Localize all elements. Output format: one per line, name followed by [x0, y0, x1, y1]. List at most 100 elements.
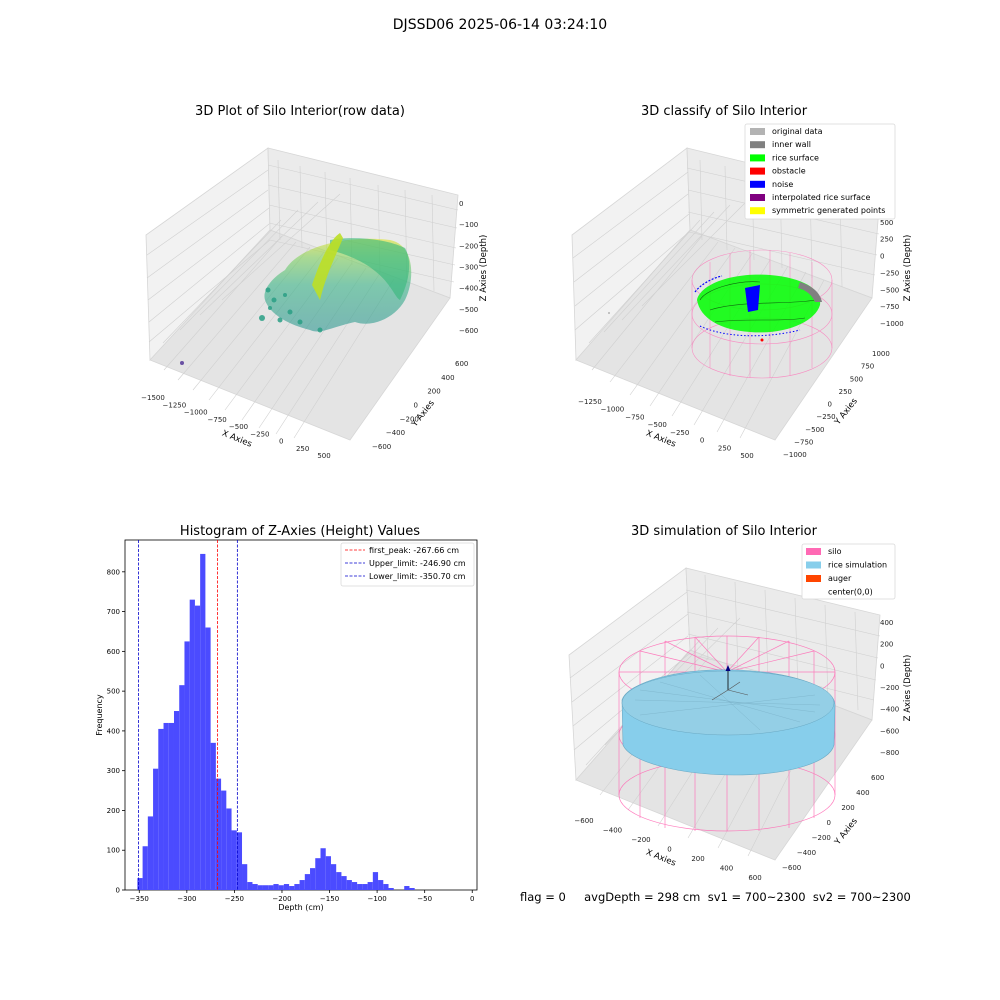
plot2-legend-entry-label: obstacle: [772, 167, 806, 176]
plot4-title: 3D simulation of Silo Interior: [631, 524, 817, 539]
histogram-bar: [231, 830, 237, 890]
plot2-legend: original data inner wall rice surface obsta…: [744, 123, 896, 220]
plot2-ylabel: Y Axies: [832, 396, 860, 428]
status-footer: flag = 0 avgDepth = 298 cm sv1 = 700~230…: [520, 890, 911, 904]
plot4-legend-entry-swatch: [806, 575, 821, 582]
plot1-z-tick-label: −300: [459, 264, 478, 272]
figure-suptitle: DJSSD06 2025-06-14 03:24:10: [392, 17, 608, 33]
histogram-bar: [184, 641, 190, 890]
histogram-bar: [367, 882, 373, 890]
plot2-x-tick-label: −1250: [578, 398, 602, 406]
plot4-y-tick-label: 0: [827, 819, 831, 827]
plot2-x-tick-label: 500: [740, 452, 753, 460]
histogram-bar: [194, 605, 201, 890]
plot1-point-cloud: [180, 233, 412, 365]
plot4-legend-entry-swatch: [806, 548, 821, 555]
histogram-y-ticks: 0 100 200 300 400 500 600 700 800: [107, 568, 125, 895]
plot1-y-tick-label: −400: [386, 429, 405, 437]
plot2-y-tick-label: 500: [850, 375, 863, 383]
plot1-x-tick-label: 250: [296, 445, 309, 453]
histogram-bar: [257, 885, 263, 890]
plot4-z-tick-label: −800: [880, 749, 899, 757]
histogram-xlabel: Depth (cm): [278, 903, 323, 912]
plot2-z-tick-label: −1000: [880, 320, 904, 328]
plot2-x-tick-label: 0: [700, 437, 704, 445]
histogram-legend: first_peak: -267.66 cm Upper_limit: -246.…: [340, 542, 475, 587]
histogram-bar: [372, 872, 379, 890]
plot2-x-tick-label: −1000: [601, 406, 625, 414]
plot4-y-tick-label: 400: [856, 789, 869, 797]
plot2-y-tick-label: 750: [861, 363, 874, 371]
plot1-z-tick-label: −400: [459, 285, 478, 293]
plot1-x-tick-label: −1250: [163, 401, 187, 409]
histogram-legend-label: first_peak: -267.66 cm: [369, 546, 459, 555]
plot4-legend: silo rice simulation auger center(0,0): [801, 543, 896, 600]
plot4-z-tick-label: −400: [880, 706, 899, 714]
plot4-center-marker: [711, 665, 749, 701]
histogram-x-tick-label: −50: [417, 895, 432, 903]
histogram-bar: [210, 742, 216, 890]
histogram-bar: [362, 884, 368, 890]
plot4-legend-entry-label: rice simulation: [828, 561, 887, 570]
histogram-ylabel: Frequency: [95, 694, 104, 736]
plot2-z-tick-label: −250: [880, 269, 899, 277]
plot2-y-tick-label: −500: [805, 426, 824, 434]
plot1-x-tick-label: −250: [250, 430, 269, 438]
plot4-x-tick-label: 600: [748, 874, 761, 882]
plot1-y-tick-label: 400: [441, 374, 454, 382]
plot4-x-tick-label: −200: [631, 836, 650, 844]
plot2-legend-entry-label: original data: [772, 127, 823, 136]
plot1-z-tick-label: −100: [459, 221, 478, 229]
plot2-y-tick-label: −750: [794, 438, 813, 446]
histogram-bar: [336, 872, 342, 890]
histogram-bar: [221, 790, 227, 890]
histogram-bar: [294, 884, 300, 890]
histogram-bar: [158, 728, 164, 890]
plot2-z-tick-label: 250: [880, 236, 893, 244]
plot1-title: 3D Plot of Silo Interior(row data): [195, 104, 405, 119]
histogram-bar: [137, 878, 143, 890]
histogram-bar: [346, 880, 352, 890]
plot2-zlabel: Z Axies (Depth): [903, 235, 913, 302]
plot1-z-tick-label: −600: [459, 327, 478, 335]
plot4-zlabel: Z Axies (Depth): [903, 655, 913, 722]
plot1-y-tick-label: 600: [455, 360, 468, 368]
histogram-bar: [147, 816, 154, 890]
plot4-x-tick-label: −600: [574, 817, 593, 825]
histogram-bar: [215, 778, 222, 890]
histogram-bar: [247, 882, 253, 890]
histogram-bar: [315, 858, 321, 890]
histogram-y-tick-label: 0: [116, 887, 120, 895]
plot2-x-tick-label: −500: [648, 421, 667, 429]
plot1-y-tick-label: 200: [427, 388, 440, 396]
plot2-y-tick-label: 1000: [872, 350, 890, 358]
plot4-z-tick-label: 0: [880, 662, 884, 670]
histogram-x-tick-label: −250: [225, 895, 244, 903]
histogram-bar: [383, 884, 389, 890]
plot1-y-tick-label: −200: [400, 415, 419, 423]
plot1-z-tick-label: −500: [459, 306, 478, 314]
plot2-legend-entry-swatch: [750, 180, 765, 188]
histogram-bar: [200, 553, 206, 890]
histogram-bar: [357, 884, 363, 890]
histogram-x-tick-label: −100: [367, 895, 386, 903]
plot4-y-tick-label: 200: [841, 804, 854, 812]
histogram-bar: [163, 722, 169, 890]
histogram-x-tick-label: −350: [130, 895, 149, 903]
plot2-legend-entry-swatch: [750, 194, 765, 201]
plot2-z-tick-label: −500: [880, 286, 899, 294]
plot4-y-tick-label: −200: [812, 834, 831, 842]
plot2-legend-entry-swatch: [750, 154, 765, 162]
plot2-legend-entry-swatch: [750, 167, 765, 175]
plot2-z-tick-label: 0: [880, 253, 884, 261]
histogram-bar: [273, 884, 279, 890]
plot4-ylabel: Y Axies: [832, 816, 860, 848]
histogram-bar: [153, 768, 159, 890]
plot2-y-tick-label: 0: [828, 401, 832, 409]
histogram-bar: [278, 885, 284, 890]
plot1-x-tick-label: 0: [279, 438, 283, 446]
histogram-x-tick-label: −300: [177, 895, 196, 903]
histogram-bar: [310, 868, 316, 890]
